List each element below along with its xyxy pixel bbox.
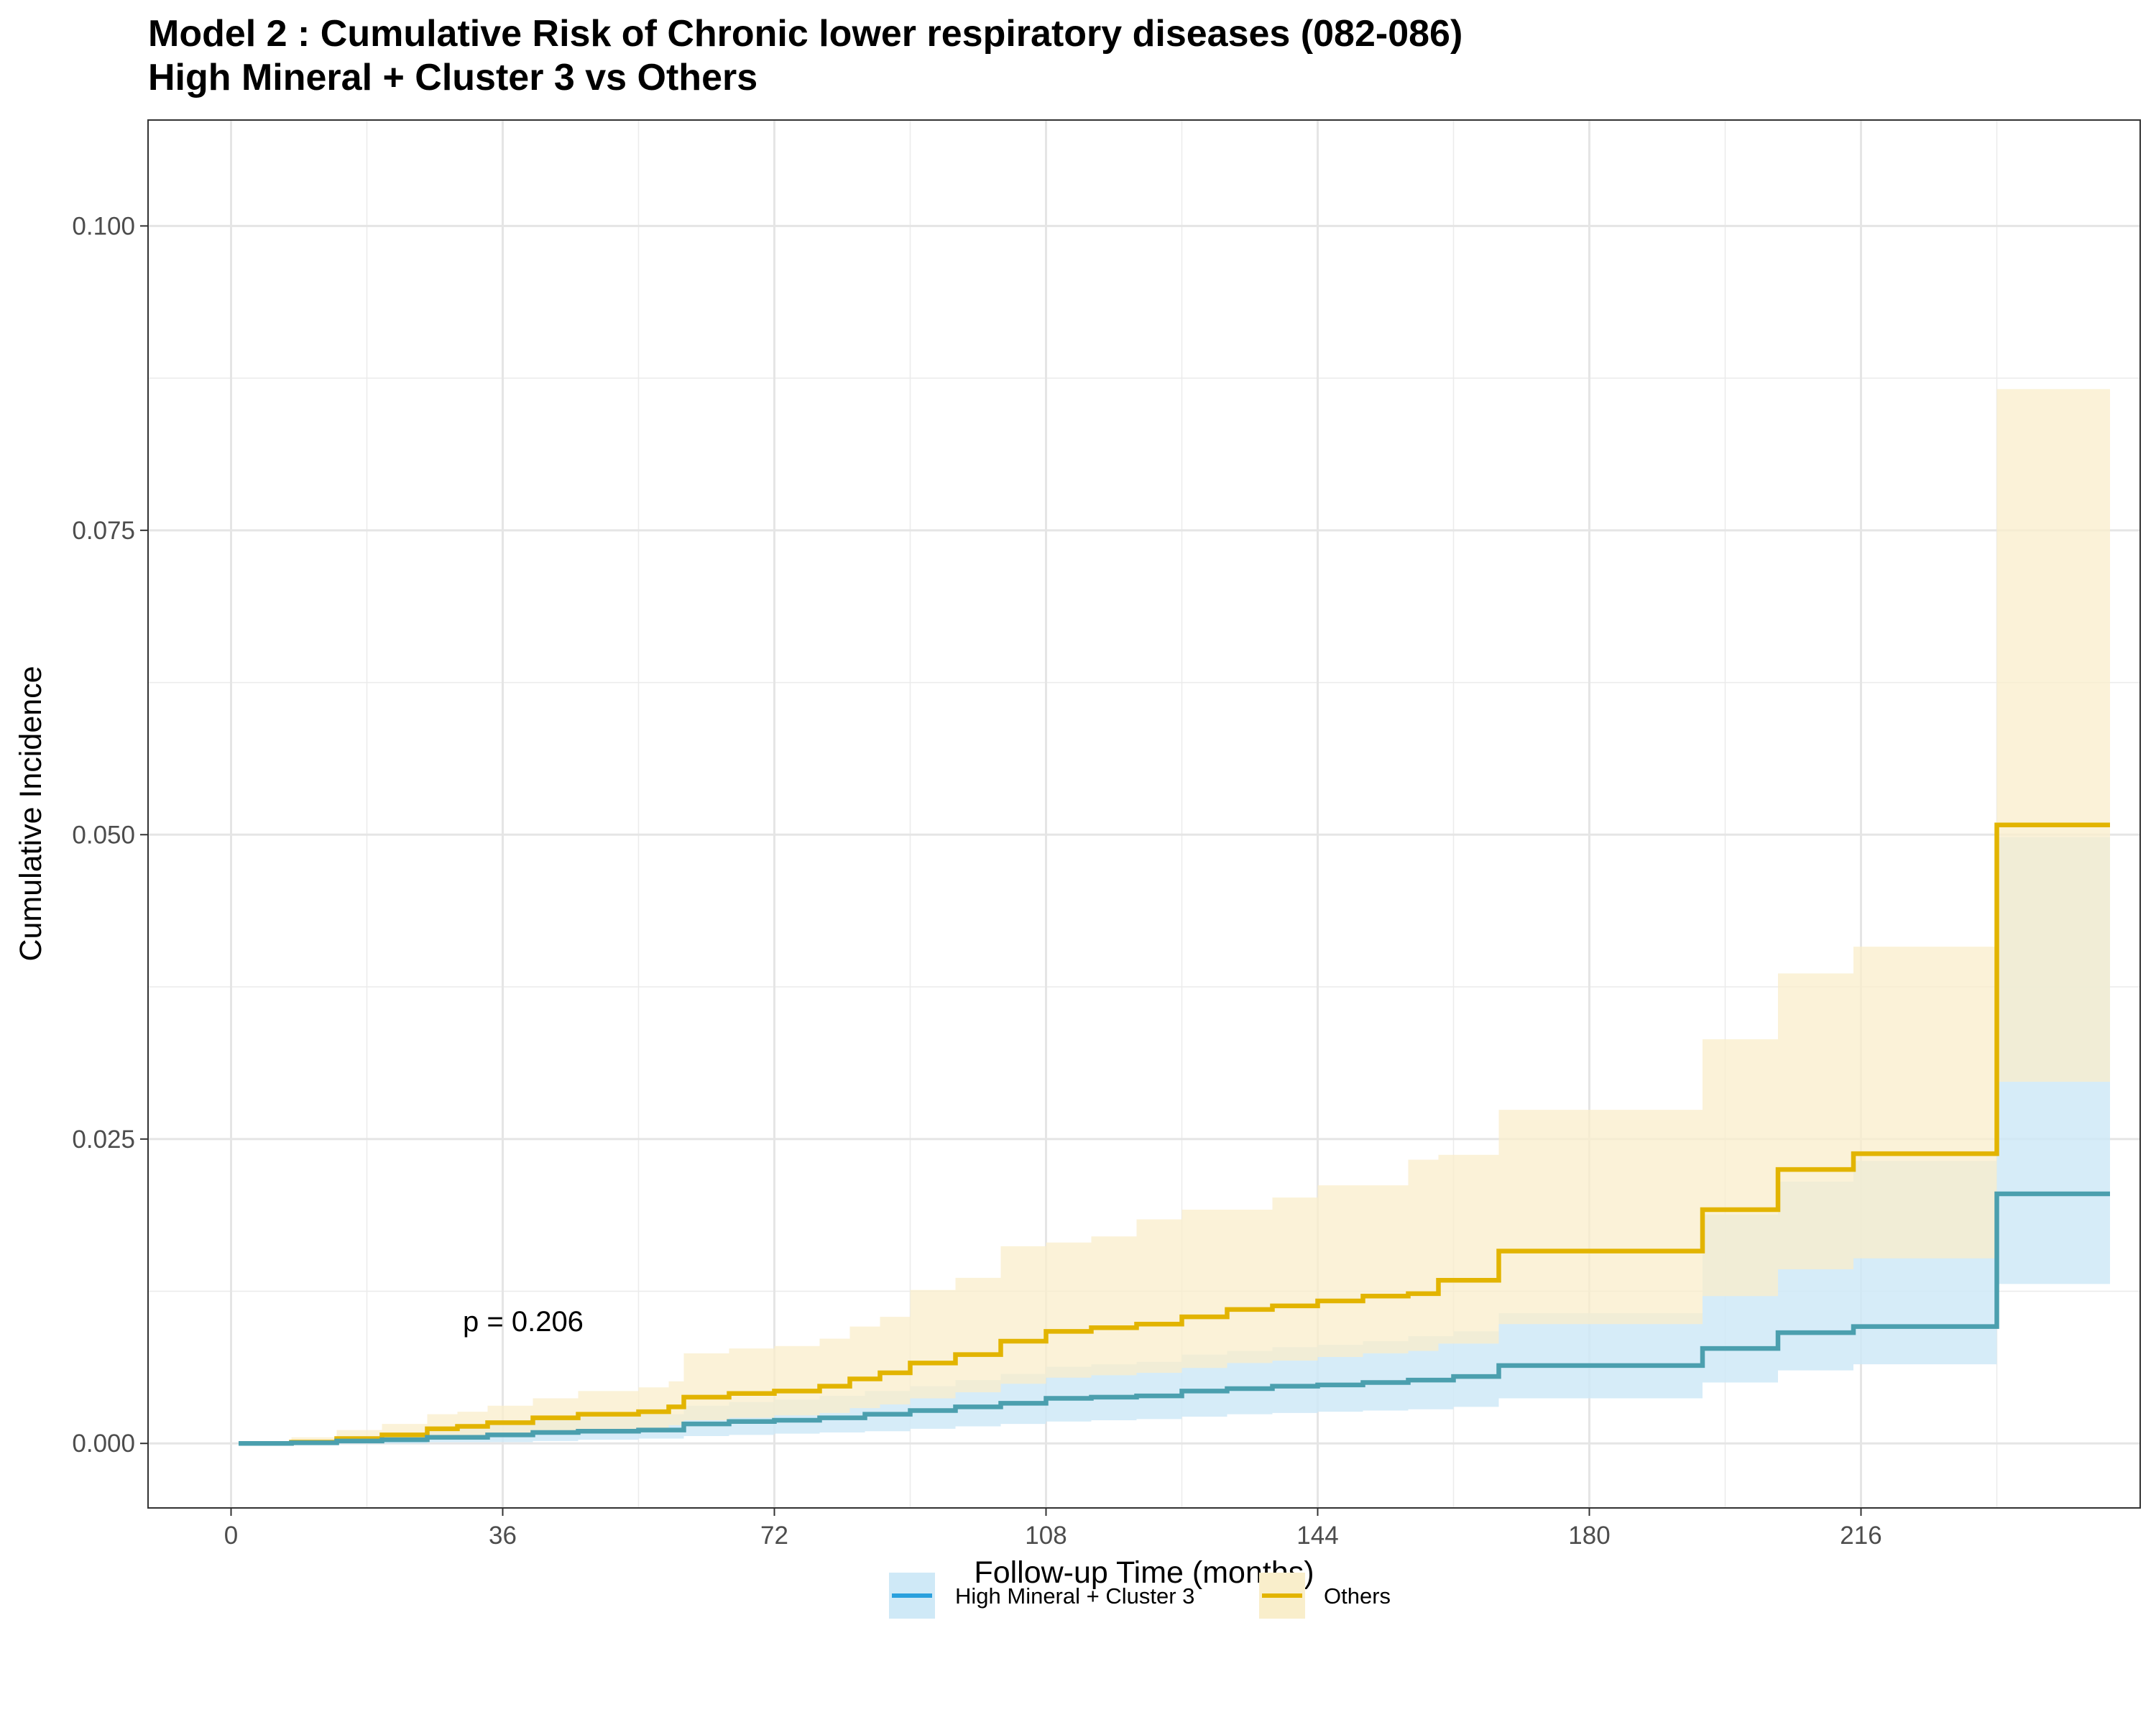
x-tick-label: 36 [489,1522,517,1550]
x-tick-label: 108 [1025,1522,1067,1550]
x-axis: 0 36 72 108 144 180 216 [224,1508,1882,1550]
band-others [239,389,2110,1444]
legend-label-others: Others [1324,1583,1391,1609]
x-tick-label: 72 [760,1522,788,1550]
confidence-bands [239,389,2110,1444]
x-tick-label: 144 [1296,1522,1338,1550]
y-axis-title: Cumulative Incidence [14,666,48,961]
y-tick-label: 0.075 [72,517,135,545]
y-tick-label: 0.100 [72,212,135,240]
p-value-annotation: p = 0.206 [463,1306,584,1338]
series-lines [239,822,2110,1446]
legend-item-high-mineral: High Mineral + Cluster 3 [889,1573,1194,1619]
panel-border [147,119,2141,1509]
x-tick-label: 180 [1568,1522,1610,1550]
x-tick-label: 0 [224,1522,238,1550]
chart-title: Model 2 : Cumulative Risk of Chronic low… [148,13,1462,55]
legend-item-others: Others [1259,1573,1391,1619]
line-high-mineral [239,1191,2110,1446]
x-tick-label: 216 [1840,1522,1881,1550]
chart-subtitle: High Mineral + Cluster 3 vs Others [148,57,757,98]
legend-label-high-mineral: High Mineral + Cluster 3 [955,1583,1194,1609]
y-axis: 0.000 0.025 0.050 0.075 0.100 [72,212,148,1458]
legend: High Mineral + Cluster 3 Others [889,1573,1391,1619]
y-tick-label: 0.000 [72,1430,135,1458]
x-axis-title: Follow-up Time (months) [974,1555,1314,1590]
line-others [239,822,2110,1446]
y-tick-label: 0.025 [72,1126,135,1154]
plot-panel: p = 0.206 [147,119,2141,1509]
y-tick-label: 0.050 [72,821,135,849]
